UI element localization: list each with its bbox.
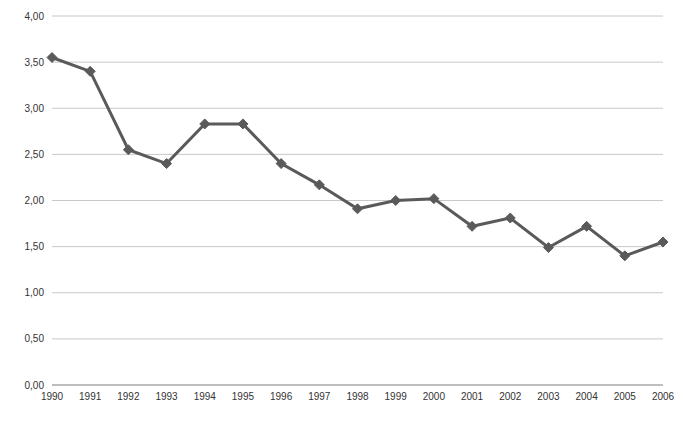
svg-text:2006: 2006	[652, 391, 675, 402]
svg-text:1992: 1992	[117, 391, 140, 402]
svg-text:1993: 1993	[155, 391, 178, 402]
svg-text:3,50: 3,50	[25, 57, 45, 68]
svg-text:1994: 1994	[194, 391, 217, 402]
svg-text:2003: 2003	[537, 391, 560, 402]
svg-text:2,50: 2,50	[25, 149, 45, 160]
svg-text:2004: 2004	[576, 391, 599, 402]
svg-text:1,00: 1,00	[25, 287, 45, 298]
svg-text:1995: 1995	[232, 391, 255, 402]
svg-text:1,50: 1,50	[25, 241, 45, 252]
svg-text:4,00: 4,00	[25, 11, 45, 22]
svg-text:1997: 1997	[308, 391, 331, 402]
svg-text:0,00: 0,00	[25, 380, 45, 391]
svg-text:2002: 2002	[499, 391, 522, 402]
svg-text:1999: 1999	[385, 391, 408, 402]
svg-text:2005: 2005	[614, 391, 637, 402]
svg-text:3,00: 3,00	[25, 103, 45, 114]
svg-text:1996: 1996	[270, 391, 293, 402]
svg-text:1991: 1991	[79, 391, 102, 402]
svg-text:2000: 2000	[423, 391, 446, 402]
svg-text:1998: 1998	[346, 391, 369, 402]
svg-text:2001: 2001	[461, 391, 484, 402]
svg-text:0,50: 0,50	[25, 333, 45, 344]
svg-text:1990: 1990	[41, 391, 64, 402]
svg-text:2,00: 2,00	[25, 195, 45, 206]
